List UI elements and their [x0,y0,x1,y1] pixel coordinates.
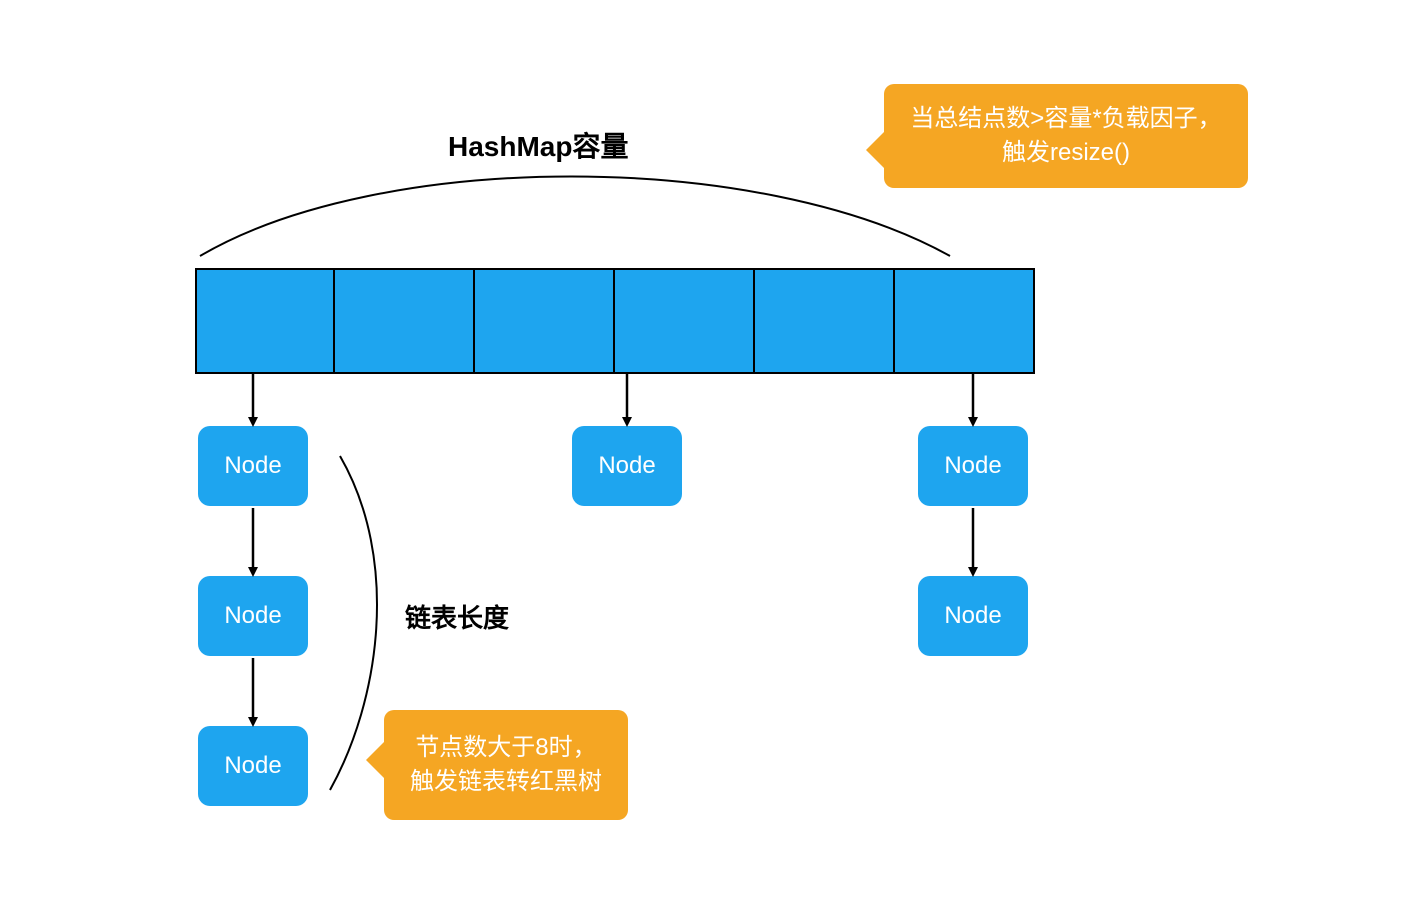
diagram-stage: HashMap容量 NodeNodeNodeNodeNodeNode 链表长度 … [0,0,1424,898]
callout-resize-tail [866,132,884,168]
capacity-brace-curve [200,177,950,257]
bucket-cell [475,268,615,374]
link-length-curve [330,456,377,790]
bucket-cell [895,268,1035,374]
callout-treeify-line2: 触发链表转红黑树 [410,765,602,799]
linked-list-node: Node [198,726,308,806]
linked-list-node: Node [198,426,308,506]
link-length-label: 链表长度 [405,598,509,635]
callout-resize-line2: 触发resize() [1002,136,1130,170]
hashmap-bucket-array [195,268,1035,374]
callout-treeify-tail [366,742,384,778]
linked-list-node: Node [918,576,1028,656]
bucket-cell [755,268,895,374]
callout-resize-line1: 当总结点数>容量*负载因子， [910,102,1221,136]
bucket-cell [195,268,335,374]
callout-resize: 当总结点数>容量*负载因子， 触发resize() [884,84,1248,188]
bucket-cell [615,268,755,374]
callout-treeify: 节点数大于8时， 触发链表转红黑树 [384,710,628,820]
bucket-cell [335,268,475,374]
linked-list-node: Node [572,426,682,506]
capacity-title-label: HashMap容量 [448,125,628,165]
callout-treeify-line1: 节点数大于8时， [415,731,596,765]
linked-list-node: Node [918,426,1028,506]
linked-list-node: Node [198,576,308,656]
